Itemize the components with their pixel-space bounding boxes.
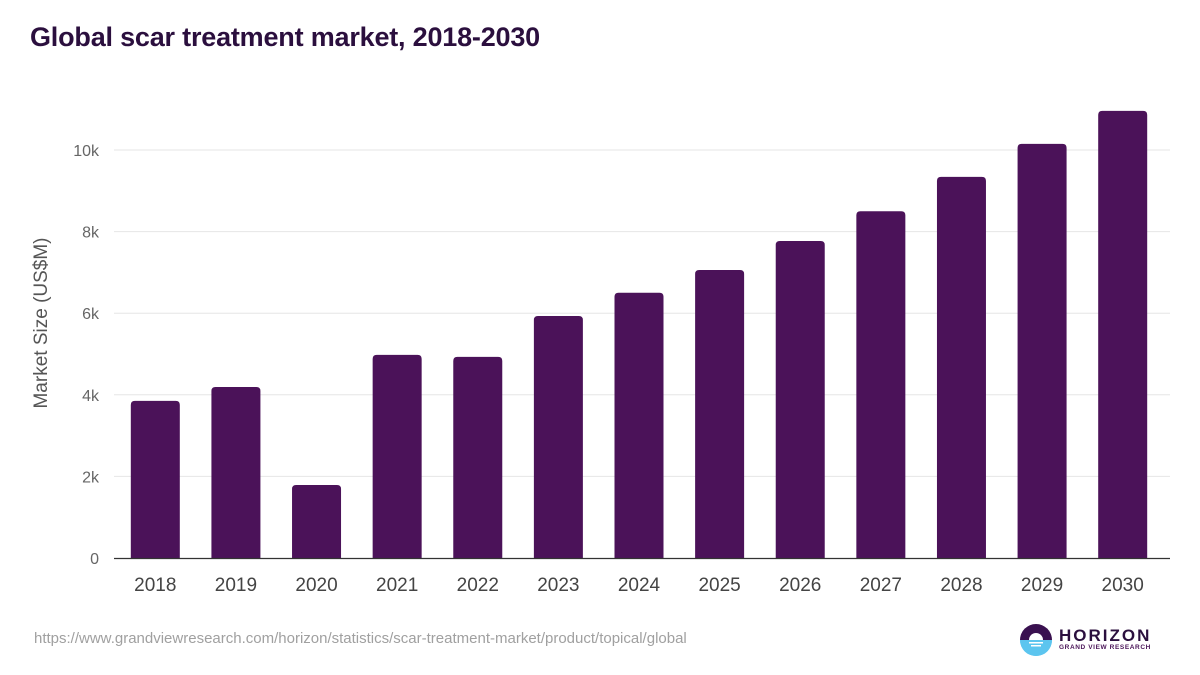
bar-2027[interactable] xyxy=(856,211,906,558)
bar-2019[interactable] xyxy=(211,387,261,558)
x-tick-label: 2021 xyxy=(376,575,418,596)
bar-2026[interactable] xyxy=(775,240,825,558)
bar-2024[interactable] xyxy=(614,292,664,558)
y-tick-label: 6k xyxy=(82,306,100,323)
y-tick-label: 8k xyxy=(82,225,100,242)
source-url[interactable]: https://www.grandviewresearch.com/horizo… xyxy=(34,630,687,647)
logo-wordmark: HORIZON xyxy=(1059,626,1152,645)
bars xyxy=(130,110,1148,559)
x-tick-label: 2018 xyxy=(134,575,176,596)
y-tick-label: 0 xyxy=(90,551,99,568)
bar-2022[interactable] xyxy=(453,356,503,558)
horizon-logo[interactable]: HORIZON GRAND VIEW RESEARCH xyxy=(1019,622,1159,658)
x-tick-label: 2029 xyxy=(1021,575,1063,596)
x-tick-label: 2025 xyxy=(698,575,740,596)
bar-2023[interactable] xyxy=(533,316,583,558)
horizon-logo-icon xyxy=(1020,624,1052,656)
x-tick-label: 2030 xyxy=(1102,575,1144,596)
x-tick-label: 2022 xyxy=(457,575,499,596)
x-tick-label: 2028 xyxy=(940,575,982,596)
y-tick-label: 10k xyxy=(73,143,100,160)
x-tick-label: 2027 xyxy=(860,575,902,596)
logo-subtitle: GRAND VIEW RESEARCH xyxy=(1059,644,1151,651)
bar-2028[interactable] xyxy=(936,176,986,559)
y-axis-ticks: 0 2k 4k 6k 8k 10k xyxy=(73,143,100,568)
bar-2025[interactable] xyxy=(695,269,745,558)
x-tick-label: 2024 xyxy=(618,575,661,596)
bar-2021[interactable] xyxy=(372,354,422,558)
bar-2030[interactable] xyxy=(1098,110,1148,558)
y-tick-label: 4k xyxy=(82,388,100,405)
y-axis-label: Market Size (US$M) xyxy=(31,237,52,408)
bar-2029[interactable] xyxy=(1017,143,1067,558)
y-tick-label: 2k xyxy=(82,469,100,486)
x-tick-label: 2026 xyxy=(779,575,821,596)
x-tick-label: 2019 xyxy=(215,575,257,596)
chart-title: Global scar treatment market, 2018-2030 xyxy=(30,22,540,52)
bar-2020[interactable] xyxy=(292,484,342,558)
x-tick-label: 2023 xyxy=(537,575,579,596)
x-tick-label: 2020 xyxy=(295,575,337,596)
bar-2018[interactable] xyxy=(130,400,180,558)
x-axis-ticks: 2018 2019 2020 2021 2022 2023 2024 2025 2026 2027… xyxy=(134,575,1144,596)
